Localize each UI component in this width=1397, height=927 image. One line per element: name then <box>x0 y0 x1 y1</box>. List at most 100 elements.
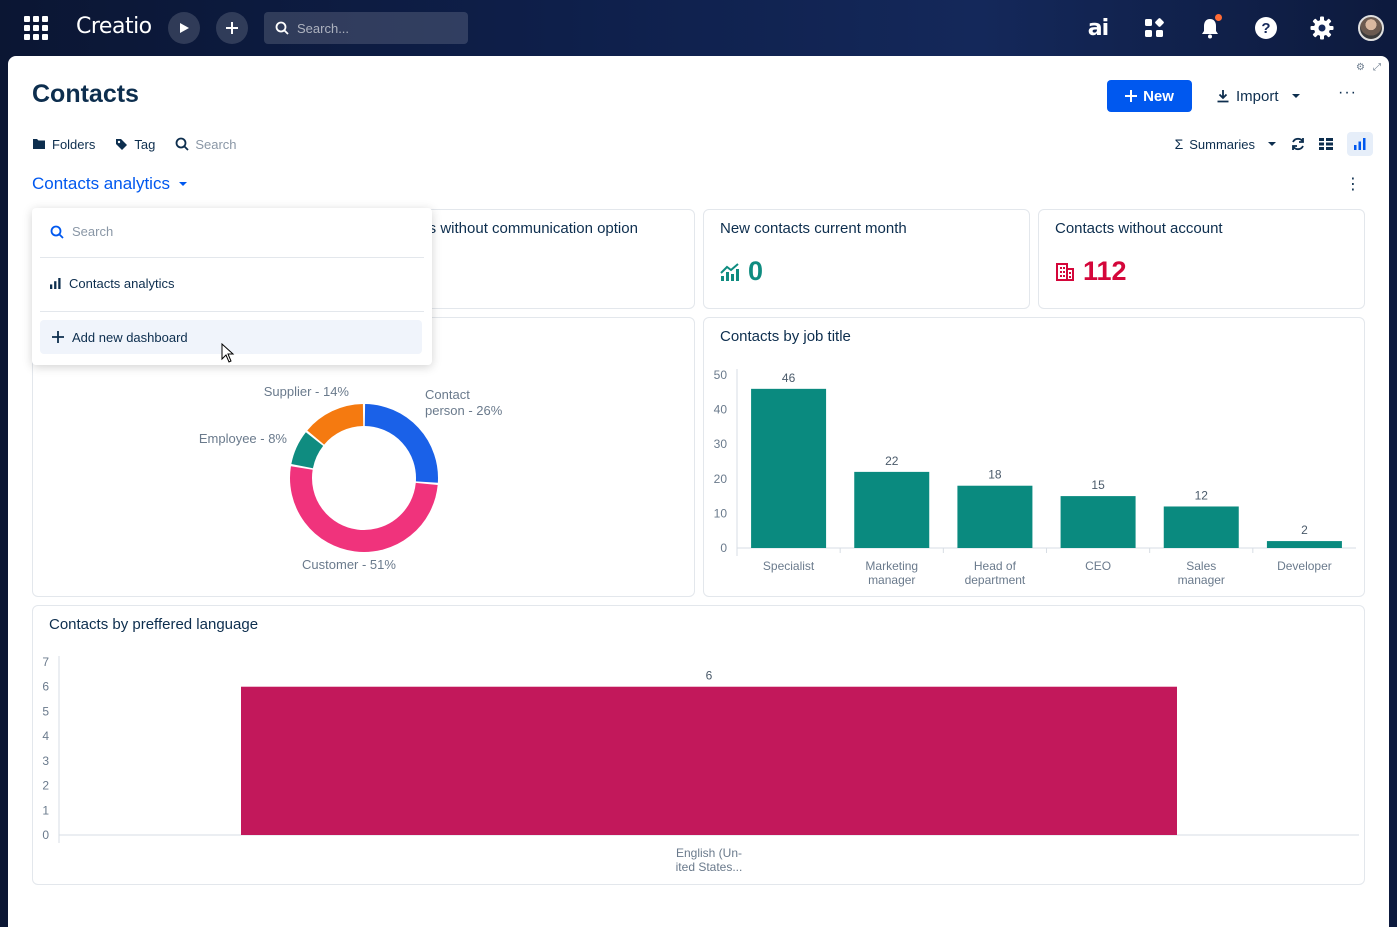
list-view-icon[interactable] <box>1319 138 1333 150</box>
add-new-dashboard-button[interactable]: Add new dashboard <box>40 320 422 354</box>
caret-down-icon <box>1268 142 1276 146</box>
plus-icon <box>1125 90 1138 102</box>
divider <box>40 311 424 312</box>
chart-title: Contacts by preffered language <box>49 616 259 633</box>
caret-down-icon <box>1291 94 1300 98</box>
tag-button[interactable]: Tag <box>115 137 155 152</box>
bar-chart-icon <box>50 278 61 289</box>
y-tick-label: 4 <box>42 729 49 743</box>
summaries-button[interactable]: Σ Summaries <box>1175 136 1277 152</box>
donut-slice <box>307 404 364 445</box>
contacts-by-job-title-card[interactable]: Contacts by job title 0 10 20 30 40 50 46 Speci… <box>703 317 1365 597</box>
app-hub-button[interactable] <box>1141 14 1167 42</box>
contacts-by-language-card[interactable]: Contacts by preffered language 0 1 2 3 4 5 6 7 6… <box>32 605 1365 885</box>
help-button[interactable]: ? <box>1253 14 1279 42</box>
run-process-button[interactable] <box>168 12 200 44</box>
bar-value-label: 2 <box>1301 523 1308 537</box>
list-search-placeholder: Search <box>195 136 237 152</box>
plus-icon <box>226 22 238 34</box>
app-launcher-icon[interactable] <box>24 16 48 40</box>
settings-button[interactable] <box>1309 14 1335 42</box>
play-icon <box>180 23 189 33</box>
donut-slice-label: Employee - 8% <box>199 431 288 446</box>
add-new-dashboard-label: Add new dashboard <box>72 329 188 345</box>
metric-title: Contacts without account <box>1055 220 1223 237</box>
dashboard-search-placeholder: Search <box>72 224 114 239</box>
y-tick-label: 30 <box>714 437 728 451</box>
donut-slice <box>364 404 438 483</box>
summaries-label: Summaries <box>1189 136 1255 152</box>
sigma-icon: Σ <box>1174 136 1184 152</box>
y-tick-label: 0 <box>42 828 49 842</box>
mouse-cursor-icon <box>221 343 235 363</box>
x-tick-label: Developer <box>1277 559 1332 573</box>
tag-label: Tag <box>134 136 156 152</box>
metric-title: New contacts current month <box>720 220 907 237</box>
bell-icon <box>1202 19 1218 39</box>
new-button-label: New <box>1143 87 1174 105</box>
analytics-view-button[interactable] <box>1347 132 1373 156</box>
panel-tools: ⚙ ⤢ <box>1356 62 1381 73</box>
metric-card-new-contacts[interactable]: New contacts current month 0 <box>703 209 1030 309</box>
import-button[interactable]: Import <box>1216 80 1301 112</box>
list-search-input[interactable]: Search <box>175 136 237 152</box>
y-tick-label: 6 <box>42 680 49 694</box>
ai-label: ai <box>1087 15 1109 41</box>
x-tick-label: English (Un-ited States... <box>676 846 743 874</box>
dashboard-search-input[interactable]: Search <box>50 224 113 239</box>
ai-assistant-button[interactable]: ai <box>1085 14 1111 42</box>
donut-slice <box>291 432 324 469</box>
y-tick-label: 40 <box>714 403 728 417</box>
y-tick-label: 7 <box>42 655 49 669</box>
x-tick-label: Head of department <box>965 559 1026 587</box>
folders-button[interactable]: Folders <box>32 137 95 152</box>
bar <box>1060 496 1136 548</box>
bar <box>957 485 1033 548</box>
bar <box>854 471 930 548</box>
trend-up-icon <box>720 262 739 281</box>
global-search-input[interactable]: Search... <box>264 12 468 44</box>
notifications-button[interactable] <box>1197 14 1223 42</box>
global-search-placeholder: Search... <box>297 20 350 36</box>
bar <box>751 388 827 548</box>
main-panel: ⚙ ⤢ Contacts New Import ··· Folders Tag … <box>8 56 1389 927</box>
metric-card-without-account[interactable]: Contacts without account 112 <box>1038 209 1365 309</box>
y-tick-label: 0 <box>720 541 727 555</box>
building-icon <box>1056 262 1074 281</box>
more-actions-icon[interactable]: ··· <box>1338 84 1357 101</box>
y-tick-label: 2 <box>42 779 49 793</box>
caret-down-icon <box>178 182 187 186</box>
expand-icon[interactable]: ⤢ <box>1373 62 1381 73</box>
panel-settings-icon[interactable]: ⚙ <box>1356 62 1365 73</box>
language-bar-chart: 0 1 2 3 4 5 6 7 6 English (Un-ited States... <box>42 655 1359 874</box>
bar-chart-icon <box>1354 138 1366 150</box>
dashboard-selector-label: Contacts analytics <box>32 174 170 193</box>
dashboard-option[interactable]: Contacts analytics <box>50 276 175 291</box>
y-tick-label: 3 <box>42 754 49 768</box>
x-tick-label: CEO <box>1085 559 1111 573</box>
svg-text:?: ? <box>1261 20 1270 37</box>
search-icon <box>275 21 289 35</box>
search-icon <box>50 225 64 239</box>
creatio-logo[interactable]: Creatio <box>76 14 152 39</box>
search-icon <box>175 137 189 151</box>
metric-title: cts without communication option <box>417 220 638 237</box>
import-button-label: Import <box>1236 87 1279 105</box>
dashboard-menu-icon[interactable]: ⋮ <box>1345 176 1361 193</box>
y-tick-label: 1 <box>42 803 49 817</box>
y-tick-label: 20 <box>714 472 728 486</box>
metric-number: 0 <box>748 256 764 286</box>
apps-hub-icon <box>1145 18 1164 37</box>
chart-title: Contacts by job title <box>720 328 851 345</box>
new-button[interactable]: New <box>1107 80 1192 112</box>
refresh-icon[interactable] <box>1291 137 1305 151</box>
quick-add-button[interactable] <box>216 12 248 44</box>
bar <box>1266 541 1342 548</box>
bar-value-label: 18 <box>988 468 1002 482</box>
metric-value: 0 <box>720 256 763 287</box>
dashboard-selector[interactable]: Contacts analytics <box>32 174 188 194</box>
filter-toolbar: Folders Tag Search <box>32 134 237 154</box>
donut-slice-label: Contact person - 26% <box>425 387 503 418</box>
dashboard-dropdown: Search Contacts analytics Add new dashbo… <box>32 208 432 365</box>
user-avatar[interactable] <box>1358 15 1384 41</box>
